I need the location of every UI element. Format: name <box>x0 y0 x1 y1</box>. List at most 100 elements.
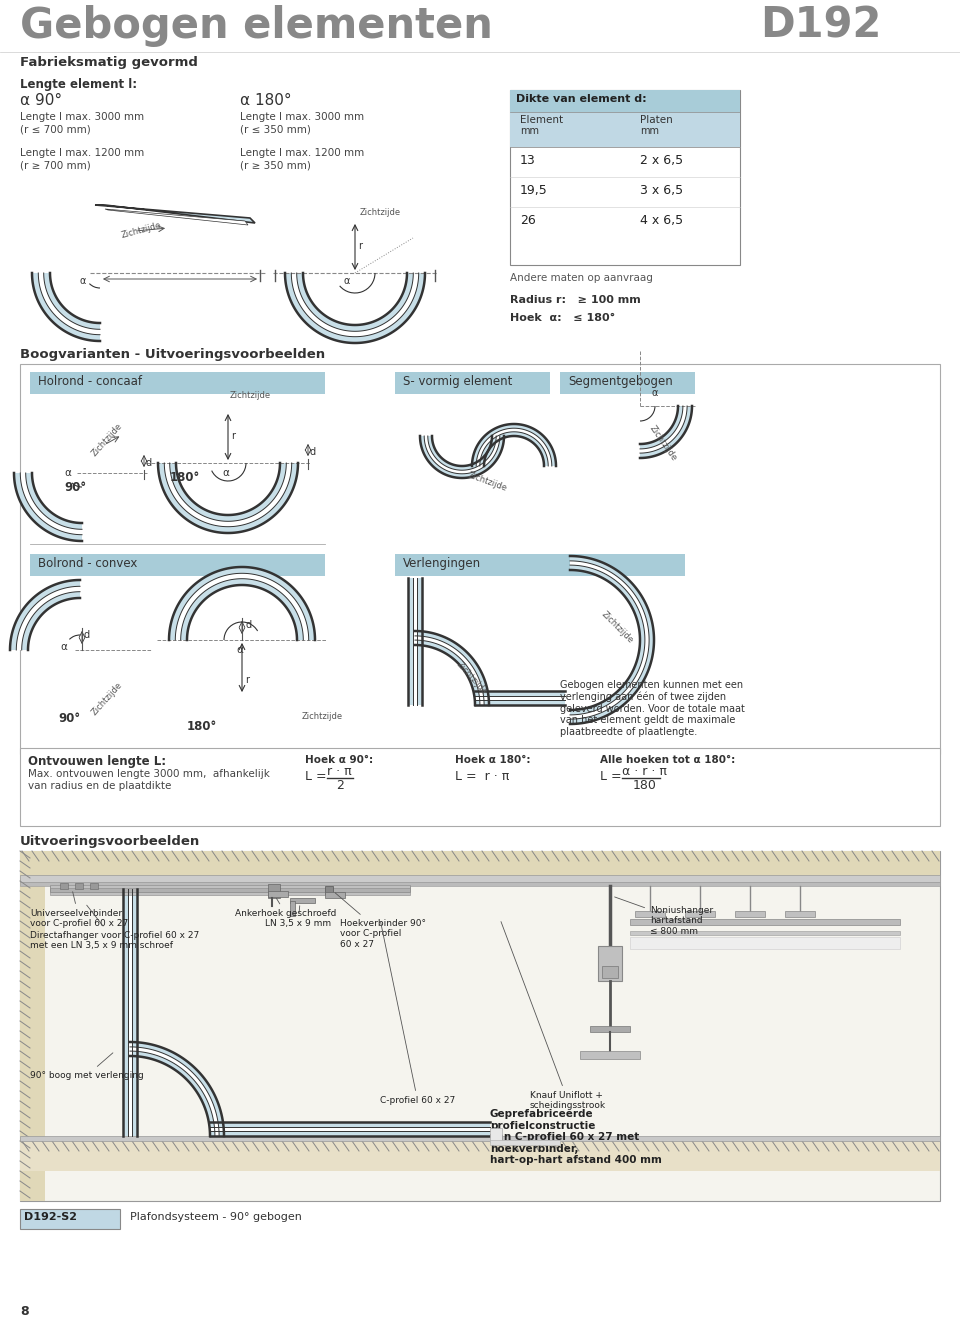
Bar <box>30 554 325 576</box>
Bar <box>20 364 940 754</box>
Text: r: r <box>245 675 249 685</box>
Text: d: d <box>245 620 252 630</box>
Polygon shape <box>16 586 80 650</box>
Text: Zichtzijde: Zichtzijde <box>90 680 124 717</box>
Text: r: r <box>358 241 362 251</box>
Polygon shape <box>570 561 649 720</box>
Text: Zichtzijde: Zichtzijde <box>600 610 636 646</box>
Text: Lengte l max. 1200 mm: Lengte l max. 1200 mm <box>240 148 364 157</box>
Bar <box>20 875 940 882</box>
Text: 26: 26 <box>520 214 536 228</box>
Text: Uitvoeringsvoorbeelden: Uitvoeringsvoorbeelden <box>20 835 201 848</box>
Bar <box>630 937 900 949</box>
Text: (r ≤ 350 mm): (r ≤ 350 mm) <box>240 124 311 134</box>
Text: α: α <box>64 468 71 478</box>
Text: Hoek α 180°:: Hoek α 180°: <box>455 755 531 765</box>
Polygon shape <box>32 273 100 341</box>
Text: α: α <box>343 277 349 286</box>
Text: d: d <box>84 630 90 640</box>
Polygon shape <box>130 1046 219 1136</box>
Text: Zichtzijde: Zichtzijde <box>230 392 271 400</box>
Polygon shape <box>158 463 298 533</box>
Polygon shape <box>169 568 315 640</box>
Bar <box>408 578 422 705</box>
Bar <box>475 696 565 700</box>
Text: (r ≤ 700 mm): (r ≤ 700 mm) <box>20 124 91 134</box>
Text: S- vormig element: S- vormig element <box>403 374 513 388</box>
Text: α: α <box>652 388 659 398</box>
Text: Verlengingen: Verlengingen <box>403 557 481 570</box>
Bar <box>413 578 417 705</box>
Text: D192-S2: D192-S2 <box>24 1212 77 1222</box>
Polygon shape <box>285 273 425 343</box>
Text: Boogvarianten - Uitvoeringsvoorbeelden: Boogvarianten - Uitvoeringsvoorbeelden <box>20 348 325 361</box>
Text: 2 x 6,5: 2 x 6,5 <box>640 153 684 167</box>
Polygon shape <box>415 631 489 705</box>
Polygon shape <box>424 437 500 474</box>
Bar <box>20 851 940 1201</box>
Polygon shape <box>420 437 504 478</box>
Text: 90°: 90° <box>58 712 80 725</box>
Bar <box>685 912 715 917</box>
Bar <box>490 1129 502 1142</box>
Text: Max. ontvouwen lengte 3000 mm,  afhankelijk
van radius en de plaatdikte: Max. ontvouwen lengte 3000 mm, afhankeli… <box>28 769 270 791</box>
Text: Universeelverbinder
voor C-profiel 60 x 27: Universeelverbinder voor C-profiel 60 x … <box>30 892 129 929</box>
Text: Andere maten op aanvraag: Andere maten op aanvraag <box>510 273 653 283</box>
Text: D192: D192 <box>760 5 881 48</box>
Text: Zichtzijde: Zichtzijde <box>90 421 124 458</box>
Text: (r ≥ 700 mm): (r ≥ 700 mm) <box>20 160 91 169</box>
Text: mm: mm <box>640 126 659 136</box>
Bar <box>60 882 68 889</box>
Text: mm: mm <box>520 126 539 136</box>
Text: L =: L = <box>305 770 326 783</box>
Polygon shape <box>38 273 100 335</box>
Text: α 90°: α 90° <box>20 93 62 108</box>
Bar <box>50 892 410 894</box>
Bar <box>123 889 137 1136</box>
Text: Platen: Platen <box>640 115 673 124</box>
Polygon shape <box>415 636 484 705</box>
Polygon shape <box>640 406 692 458</box>
Text: Ontvouwen lengte L:: Ontvouwen lengte L: <box>28 755 166 767</box>
Bar <box>210 1127 490 1131</box>
Bar <box>325 886 333 894</box>
Polygon shape <box>476 429 552 466</box>
Text: 13: 13 <box>520 153 536 167</box>
Text: C-profiel 60 x 27: C-profiel 60 x 27 <box>380 922 455 1105</box>
Text: d: d <box>146 458 152 468</box>
Text: Dikte van element d:: Dikte van element d: <box>516 94 647 105</box>
Text: Gebogen elementen kunnen met een
verlenging aan één of twee zijden
geleverd word: Gebogen elementen kunnen met een verleng… <box>560 680 745 737</box>
Polygon shape <box>176 573 309 640</box>
Bar <box>290 901 295 916</box>
Text: Zichtzijde: Zichtzijde <box>467 471 509 493</box>
Text: Lengte l max. 3000 mm: Lengte l max. 3000 mm <box>20 112 144 122</box>
Text: α: α <box>60 642 67 652</box>
Text: Directafhanger voor C-profiel 60 x 27
met een LN 3,5 x 9 mm schroef: Directafhanger voor C-profiel 60 x 27 me… <box>30 905 200 950</box>
Polygon shape <box>570 556 654 724</box>
Text: 19,5: 19,5 <box>520 184 548 197</box>
Text: Ankerhoek geschroefd: Ankerhoek geschroefd <box>235 898 336 918</box>
Text: Zichtzijde: Zichtzijde <box>455 660 490 697</box>
Text: Hoek α 90°:: Hoek α 90°: <box>305 755 373 765</box>
Bar <box>590 1027 630 1032</box>
Polygon shape <box>10 579 80 650</box>
Text: 180°: 180° <box>187 720 217 733</box>
Text: Plafondsysteem - 90° gebogen: Plafondsysteem - 90° gebogen <box>130 1212 301 1222</box>
Text: Hoekverbinder 90°
voor C-profiel
60 x 27: Hoekverbinder 90° voor C-profiel 60 x 27 <box>335 893 426 949</box>
Bar <box>268 884 280 898</box>
Bar <box>630 931 900 935</box>
Text: Zichtzijde: Zichtzijde <box>648 423 679 463</box>
Bar <box>580 1050 640 1058</box>
Text: 180: 180 <box>633 779 657 792</box>
Text: α: α <box>222 468 228 478</box>
Polygon shape <box>14 474 82 541</box>
Bar <box>20 1209 120 1229</box>
Text: Geprefabriceerde
profielconstructie
van C-profiel 60 x 27 met
hoekverbinder,
har: Geprefabriceerde profielconstructie van … <box>490 1109 661 1166</box>
Text: 90°: 90° <box>64 482 86 493</box>
Text: r: r <box>231 431 235 441</box>
Bar <box>50 886 410 892</box>
Polygon shape <box>640 406 687 452</box>
Text: Element: Element <box>520 115 564 124</box>
Text: Zichtzijde: Zichtzijde <box>302 712 343 721</box>
Bar <box>510 90 740 112</box>
